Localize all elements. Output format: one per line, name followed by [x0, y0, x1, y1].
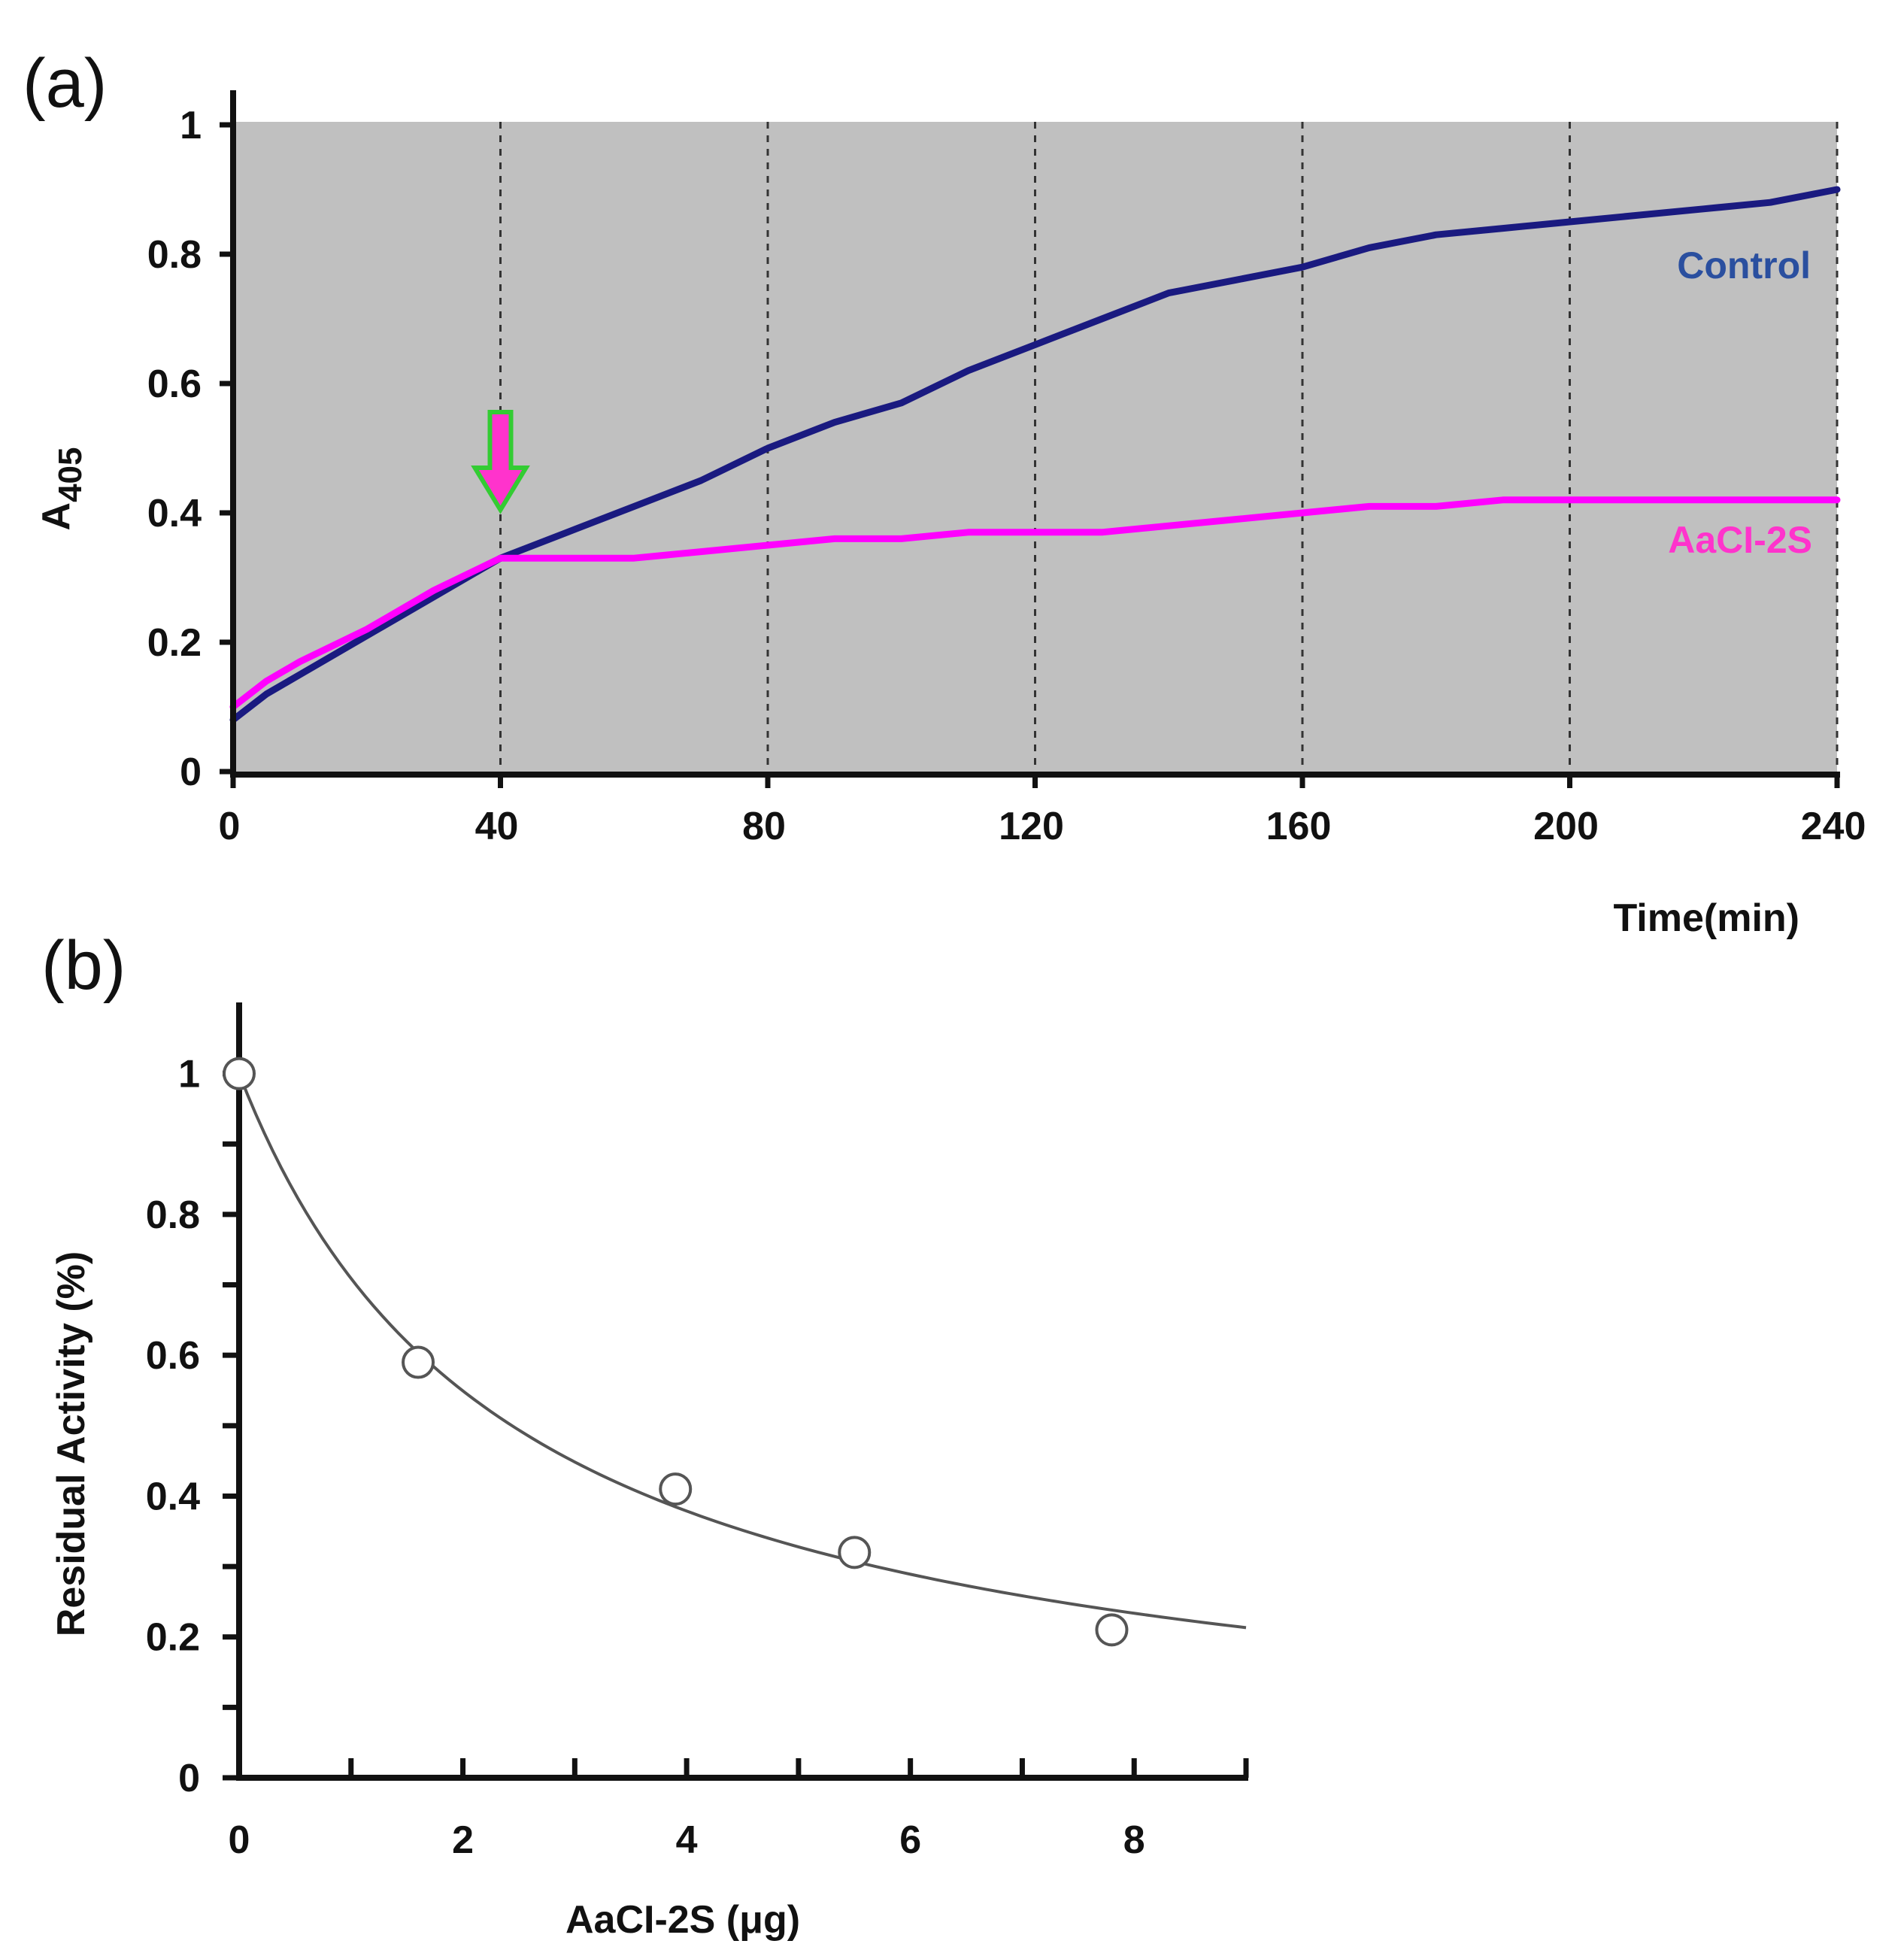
b-x-tick-label: 2 — [452, 1818, 474, 1862]
panel-a-series — [229, 186, 1841, 723]
data-point — [659, 1472, 693, 1506]
x-tick-label: 0 — [219, 805, 241, 848]
panel-a-y-axis-title: A405 — [35, 447, 89, 531]
panel-b-ticks: 0 0.2 0.4 0.6 0.8 1 0 2 4 6 8 — [146, 1053, 1249, 1862]
data-point — [1095, 1613, 1129, 1647]
y-tick-label: 0 — [180, 751, 202, 794]
y-tick-label: 0.4 — [147, 492, 202, 535]
series-label-aaci-2s: AaCI-2S — [1668, 519, 1812, 561]
b-x-tick-label: 8 — [1123, 1818, 1145, 1862]
y-tick-label: 1 — [180, 104, 202, 147]
series-label-control: Control — [1677, 244, 1811, 287]
panel-a-x-axis-title: Time(min) — [1613, 896, 1799, 940]
panel-a: (a) 0 0.2 0.4 0.6 0.8 1 0 40 80 120 160 200 240 Cont… — [23, 45, 1866, 940]
panel-b: (b) 0 0.2 0.4 0.6 0.8 1 0 2 4 6 8 AaCI-2S (μg) Res… — [41, 927, 1249, 1942]
y-axis-title-subscript: 405 — [52, 447, 89, 502]
x-tick-label: 200 — [1533, 805, 1599, 848]
fit-curve — [238, 1072, 1247, 1630]
x-tick-label: 240 — [1801, 805, 1866, 848]
y-tick-label: 0.8 — [147, 233, 202, 277]
y-tick-label: 0.6 — [147, 362, 202, 406]
panel-b-x-axis-title: AaCI-2S (μg) — [565, 1898, 800, 1942]
b-y-tick-label: 0.4 — [146, 1475, 200, 1518]
x-tick-label: 80 — [742, 805, 786, 848]
b-y-tick-label: 0.8 — [146, 1193, 200, 1237]
data-point — [402, 1345, 435, 1379]
down-arrow-icon — [471, 410, 530, 514]
panel-a-label: (a) — [23, 45, 107, 122]
x-tick-label: 40 — [475, 805, 519, 848]
x-tick-label: 120 — [999, 805, 1064, 848]
b-x-tick-label: 4 — [676, 1818, 698, 1862]
b-y-tick-label: 0.6 — [146, 1334, 200, 1378]
b-y-tick-label: 1 — [178, 1053, 200, 1096]
panel-a-ticks: 0 0.2 0.4 0.6 0.8 1 0 40 80 120 160 200 240 — [147, 104, 1866, 848]
add-inhibitor-arrow-icon — [471, 410, 530, 514]
b-x-tick-label: 0 — [229, 1818, 250, 1862]
panel-b-label: (b) — [41, 927, 126, 1004]
y-tick-label: 0.2 — [147, 621, 202, 665]
panel-b-y-axis-title: Residual Activity (%) — [50, 1251, 93, 1636]
b-y-tick-label: 0 — [178, 1757, 200, 1800]
series-line-control — [229, 186, 1841, 723]
b-y-tick-label: 0.2 — [146, 1616, 200, 1660]
series-line-aaci-2s — [229, 496, 1841, 711]
b-x-tick-label: 6 — [899, 1818, 921, 1862]
panel-b-points — [223, 1057, 1129, 1647]
x-tick-label: 160 — [1266, 805, 1332, 848]
panel-b-fit-curve — [238, 1072, 1247, 1630]
data-point — [838, 1536, 872, 1569]
y-axis-title-main: A — [35, 502, 78, 531]
data-point — [223, 1057, 256, 1090]
